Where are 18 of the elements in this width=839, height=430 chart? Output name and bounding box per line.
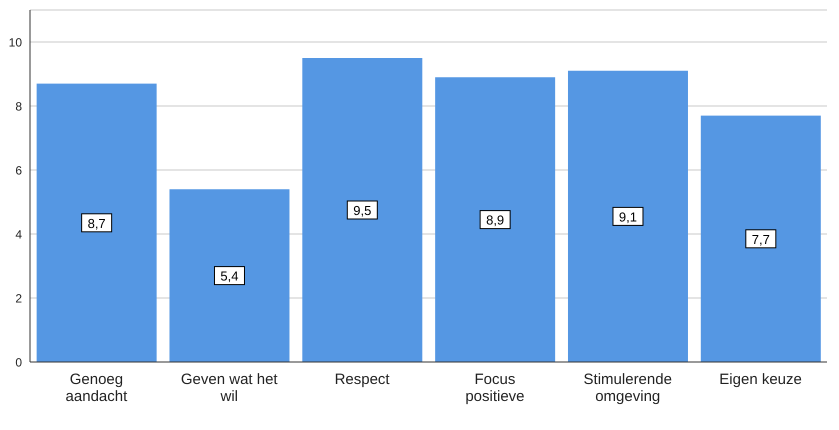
data-label: 9,5 [353, 203, 372, 218]
x-tick-label: Eigen keuze [719, 371, 802, 388]
y-tick-label: 10 [8, 35, 22, 50]
y-tick-label: 6 [15, 163, 22, 178]
x-tick-label: Geven wat het wil [180, 371, 278, 405]
y-tick-label: 4 [15, 227, 22, 242]
data-label: 5,4 [220, 268, 239, 284]
y-tick-label: 8 [15, 99, 22, 114]
x-tick-label: Genoeg aandacht [66, 371, 128, 405]
data-label: 8,7 [88, 216, 106, 231]
x-tick-label: Stimulerende omgeving [584, 371, 672, 405]
x-tick-label: Focus positieve [465, 371, 525, 405]
y-tick-label: 2 [15, 291, 22, 306]
data-label: 7,7 [752, 232, 770, 247]
x-tick-label: Respect [334, 371, 390, 388]
y-tick-label: 0 [15, 355, 22, 370]
data-label: 9,1 [618, 209, 638, 224]
data-label: 8,9 [486, 212, 504, 228]
